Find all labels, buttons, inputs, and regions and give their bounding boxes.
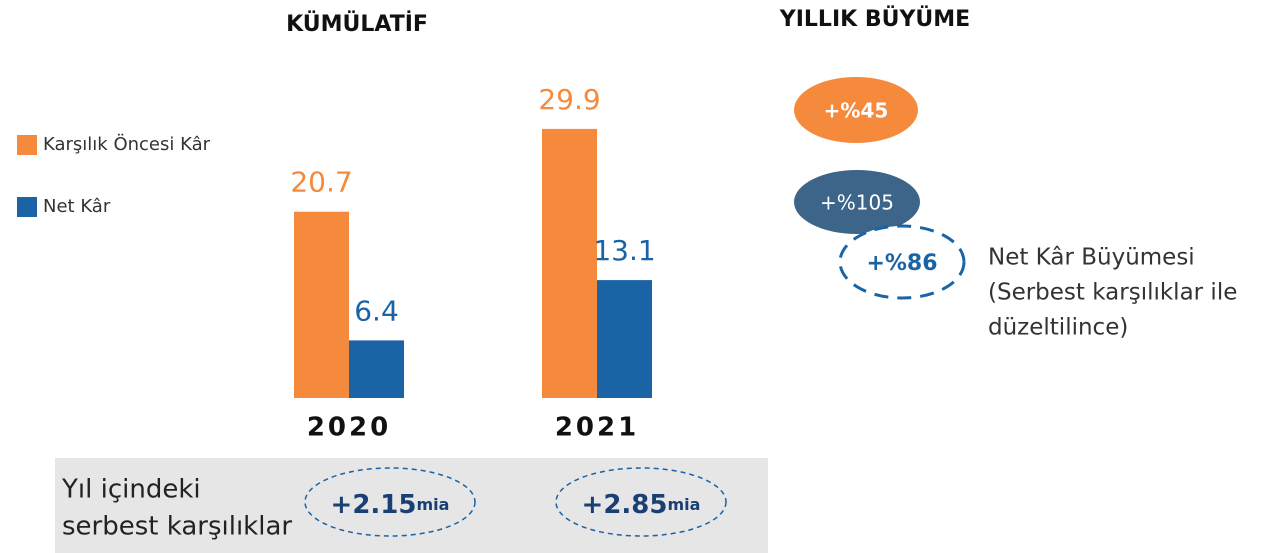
growth-badge-text: +%86 (866, 251, 937, 276)
growth-title: YILLIK BÜYÜME (779, 6, 970, 32)
value-label: 29.9 (538, 83, 600, 116)
provisions-band (55, 458, 768, 553)
bar (349, 340, 404, 398)
growth-note: Net Kâr Büyümesi (988, 245, 1195, 271)
legend-label: Net Kâr (43, 196, 111, 217)
value-label: 13.1 (593, 234, 655, 267)
growth-badge (838, 224, 966, 300)
provisions-label: serbest karşılıklar (62, 512, 292, 542)
growth-badge (794, 170, 920, 234)
legend-swatch (17, 135, 37, 155)
growth-note: (Serbest karşılıklar ile (988, 280, 1237, 306)
growth-badge-text: +%45 (824, 99, 889, 123)
provision-unit: mia (416, 495, 449, 514)
growth-badge-text: +%105 (820, 191, 894, 215)
legend-swatch (17, 197, 37, 217)
provision-value: +2.15mia (331, 490, 450, 520)
provision-ellipse (304, 467, 476, 537)
category-label: 2020 (307, 413, 391, 443)
chart-title: KÜMÜLATİF (286, 11, 428, 37)
value-label: 6.4 (354, 294, 399, 327)
provision-unit: mia (667, 495, 700, 514)
growth-note: düzeltilince) (988, 315, 1128, 341)
provision-amount: +2.85 (582, 490, 668, 520)
legend-label: Karşılık Öncesi Kâr (43, 133, 211, 155)
provision-value: +2.85mia (582, 490, 701, 520)
value-label: 20.7 (290, 166, 352, 199)
growth-badge (794, 77, 918, 143)
provision-amount: +2.15 (331, 490, 417, 520)
bar (542, 128, 597, 398)
bar (294, 211, 349, 398)
provisions-label: Yıl içindeki (61, 475, 201, 505)
bar (597, 280, 652, 398)
category-label: 2021 (555, 413, 639, 443)
provision-ellipse (555, 467, 727, 537)
